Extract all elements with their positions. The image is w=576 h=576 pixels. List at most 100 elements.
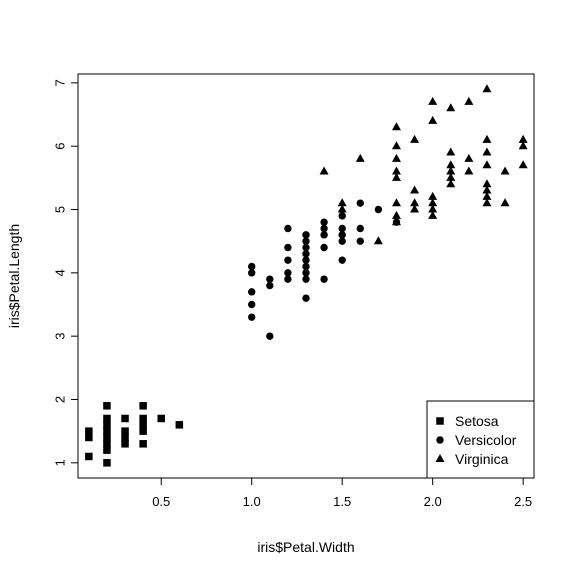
virginica-point bbox=[391, 166, 401, 175]
versicolor-point bbox=[248, 269, 256, 277]
virginica-point bbox=[482, 134, 492, 143]
virginica-point bbox=[518, 134, 528, 143]
versicolor-point bbox=[302, 256, 310, 264]
setosa-point bbox=[121, 427, 129, 435]
versicolor-point bbox=[302, 262, 310, 271]
y-tick-label: 6 bbox=[52, 143, 67, 150]
setosa-point bbox=[103, 427, 111, 435]
versicolor-point bbox=[302, 243, 310, 252]
versicolor-point bbox=[302, 237, 310, 245]
virginica-point bbox=[446, 103, 456, 112]
setosa-point bbox=[139, 440, 147, 448]
setosa-point bbox=[157, 414, 165, 423]
virginica-point bbox=[319, 166, 329, 175]
virginica-point bbox=[337, 198, 347, 207]
versicolor-point bbox=[320, 231, 328, 239]
virginica-point bbox=[428, 115, 438, 124]
versicolor-point bbox=[338, 212, 346, 220]
legend-setosa-marker bbox=[436, 417, 444, 425]
y-tick-label: 3 bbox=[52, 333, 67, 340]
y-axis: 1 2 3 4 5 6 7 bbox=[52, 79, 79, 466]
virginica-point bbox=[482, 84, 492, 93]
versicolor-point bbox=[284, 275, 292, 283]
virginica-point bbox=[410, 134, 420, 143]
versicolor-point bbox=[320, 218, 328, 226]
versicolor-point bbox=[302, 250, 310, 258]
versicolor-point bbox=[338, 256, 346, 264]
versicolor-point bbox=[302, 275, 310, 283]
versicolor-point bbox=[248, 300, 256, 309]
legend-versicolor-marker bbox=[436, 436, 444, 444]
setosa-point bbox=[121, 414, 129, 423]
setosa-point bbox=[121, 440, 129, 448]
virginica-point bbox=[464, 153, 474, 162]
virginica-point bbox=[373, 236, 383, 245]
versicolor-point bbox=[356, 237, 364, 245]
virginica-point bbox=[410, 185, 420, 194]
legend-versicolor-label: Versicolor bbox=[455, 432, 517, 448]
setosa-point bbox=[139, 414, 147, 423]
y-axis-label: iris$Petal.Length bbox=[6, 224, 22, 328]
versicolor-point bbox=[284, 224, 292, 233]
virginica-point bbox=[500, 166, 510, 175]
legend: Setosa Versicolor Virginica bbox=[426, 400, 535, 479]
legend-box bbox=[426, 400, 535, 479]
legend-setosa-label: Setosa bbox=[455, 413, 499, 429]
setosa-point bbox=[85, 433, 93, 442]
virginica-point bbox=[446, 160, 456, 169]
versicolor-point bbox=[266, 281, 274, 290]
versicolor-point bbox=[338, 237, 346, 245]
versicolor-point bbox=[374, 205, 383, 214]
virginica-point bbox=[482, 198, 492, 207]
virginica-point bbox=[464, 96, 474, 105]
versicolor-point bbox=[356, 224, 364, 233]
y-tick-label: 4 bbox=[52, 269, 67, 276]
versicolor-point bbox=[302, 294, 310, 302]
setosa-point bbox=[139, 427, 147, 435]
virginica-point bbox=[428, 96, 438, 105]
setosa-point bbox=[103, 459, 111, 467]
versicolor-point bbox=[320, 275, 328, 283]
virginica-point bbox=[464, 166, 474, 175]
virginica-point bbox=[391, 172, 401, 181]
versicolor-point bbox=[338, 231, 346, 239]
setosa-point bbox=[103, 414, 111, 423]
virginica-point bbox=[355, 153, 365, 162]
virginica-point bbox=[428, 204, 438, 213]
x-tick-label: 1.0 bbox=[243, 494, 261, 509]
virginica-point bbox=[446, 147, 456, 156]
setosa-point bbox=[103, 440, 111, 448]
x-tick-label: 0.5 bbox=[152, 494, 170, 509]
virginica-point bbox=[410, 198, 420, 207]
virginica-point bbox=[518, 141, 528, 150]
versicolor-point bbox=[248, 288, 256, 296]
virginica-point bbox=[500, 198, 510, 207]
setosa-point bbox=[175, 421, 184, 429]
versicolor-point bbox=[302, 269, 310, 277]
setosa-point bbox=[103, 421, 111, 429]
versicolor-point bbox=[266, 332, 274, 340]
legend-virginica-label: Virginica bbox=[455, 451, 509, 467]
virginica-point bbox=[410, 204, 420, 213]
versicolor-point bbox=[248, 262, 256, 271]
virginica-point bbox=[446, 172, 456, 181]
data-points bbox=[85, 84, 528, 467]
x-axis-label: iris$Petal.Width bbox=[257, 539, 354, 555]
versicolor-point bbox=[284, 243, 292, 252]
versicolor-point bbox=[320, 243, 328, 252]
virginica-point bbox=[428, 191, 438, 200]
legend-virginica-marker bbox=[435, 454, 445, 463]
setosa-point bbox=[103, 402, 111, 410]
setosa-point bbox=[103, 446, 111, 454]
virginica-point bbox=[482, 191, 492, 200]
setosa-point bbox=[139, 402, 147, 410]
virginica-point bbox=[446, 166, 456, 175]
versicolor-point bbox=[302, 231, 310, 239]
versicolor-point bbox=[266, 275, 274, 283]
virginica-point bbox=[428, 198, 438, 207]
x-tick-label: 2.5 bbox=[514, 494, 532, 509]
virginica-point bbox=[391, 122, 401, 131]
virginica-point bbox=[518, 160, 528, 169]
y-tick-label: 5 bbox=[52, 206, 67, 213]
